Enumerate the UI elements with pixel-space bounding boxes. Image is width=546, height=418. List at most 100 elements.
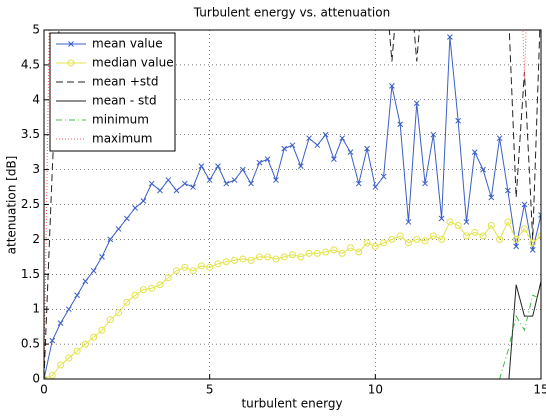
marker — [538, 212, 541, 218]
legend-label: mean +std — [92, 75, 158, 89]
marker — [198, 163, 205, 169]
marker — [513, 243, 520, 250]
marker — [231, 177, 238, 183]
marker — [322, 248, 330, 256]
y-axis-label: attenuation [dB] — [5, 156, 19, 255]
marker — [371, 242, 379, 250]
marker — [454, 221, 462, 229]
marker — [157, 187, 163, 194]
marker — [480, 166, 486, 173]
legend-label: median value — [92, 56, 174, 70]
marker — [140, 198, 147, 204]
marker — [314, 142, 321, 149]
marker — [81, 340, 89, 348]
y-tick-label: 1.5 — [21, 267, 40, 281]
marker — [430, 131, 437, 138]
marker — [463, 219, 470, 225]
marker — [57, 320, 64, 327]
marker — [355, 248, 363, 256]
marker — [306, 135, 312, 142]
marker — [347, 149, 354, 156]
legend-label: mean value — [92, 37, 163, 51]
marker — [256, 159, 263, 166]
marker — [148, 180, 155, 187]
marker — [529, 239, 537, 247]
marker — [297, 163, 304, 169]
y-tick-label: 2 — [32, 232, 40, 246]
marker — [165, 177, 172, 183]
marker — [487, 221, 495, 229]
marker — [148, 284, 156, 292]
legend-label: minimum — [92, 113, 149, 127]
marker — [355, 180, 362, 187]
chart-title: Turbulent energy vs. attenuation — [193, 6, 390, 20]
legend-marker — [67, 59, 75, 67]
marker — [214, 260, 222, 268]
marker — [280, 253, 288, 261]
x-tick-label: 5 — [206, 383, 214, 397]
x-tick-label: 0 — [40, 383, 48, 397]
x-axis-label: turbulent energy — [241, 397, 342, 411]
marker — [405, 219, 412, 225]
marker — [264, 156, 271, 162]
y-tick-label: 4 — [32, 92, 40, 106]
marker — [231, 256, 239, 264]
marker — [364, 145, 370, 152]
marker — [438, 235, 446, 243]
legend: mean value median value mean +std mean - st… — [49, 32, 176, 152]
marker — [264, 253, 272, 261]
marker — [106, 316, 114, 324]
x-tick-label: 15 — [533, 383, 546, 397]
legend-box — [49, 32, 176, 152]
marker — [255, 253, 263, 261]
marker — [197, 262, 205, 270]
marker — [422, 180, 428, 187]
marker — [273, 177, 279, 183]
marker — [222, 258, 230, 266]
marker — [380, 239, 388, 247]
marker — [421, 237, 429, 245]
y-tick-label: 1 — [32, 302, 40, 316]
marker — [189, 267, 197, 275]
marker — [82, 278, 89, 285]
marker — [173, 267, 181, 275]
marker — [339, 135, 346, 142]
marker — [455, 117, 462, 124]
marker — [396, 232, 404, 240]
marker — [429, 232, 437, 240]
marker — [223, 180, 230, 187]
marker — [521, 201, 528, 208]
marker — [90, 267, 97, 274]
marker — [57, 361, 65, 369]
legend-label: mean - std — [92, 94, 157, 108]
marker — [281, 145, 288, 152]
marker — [496, 235, 504, 243]
marker — [74, 292, 80, 299]
marker — [99, 253, 105, 260]
y-tick-label: 3 — [32, 162, 40, 176]
marker — [529, 247, 536, 253]
marker — [173, 187, 180, 194]
marker — [206, 263, 214, 271]
y-tick-label: 2.5 — [21, 197, 40, 211]
marker — [247, 256, 255, 264]
x-tick-label: 10 — [368, 383, 383, 397]
marker — [73, 347, 81, 355]
marker — [297, 253, 305, 261]
marker — [346, 244, 354, 252]
marker — [363, 239, 371, 247]
marker — [471, 228, 479, 236]
marker — [90, 333, 98, 341]
marker — [239, 255, 247, 263]
marker — [505, 187, 511, 194]
marker — [512, 235, 520, 243]
marker — [322, 131, 329, 138]
marker — [289, 251, 296, 259]
marker — [123, 298, 131, 306]
marker — [438, 215, 445, 222]
marker — [65, 354, 73, 362]
marker — [65, 306, 72, 313]
series-line — [44, 220, 541, 379]
marker — [447, 34, 453, 40]
